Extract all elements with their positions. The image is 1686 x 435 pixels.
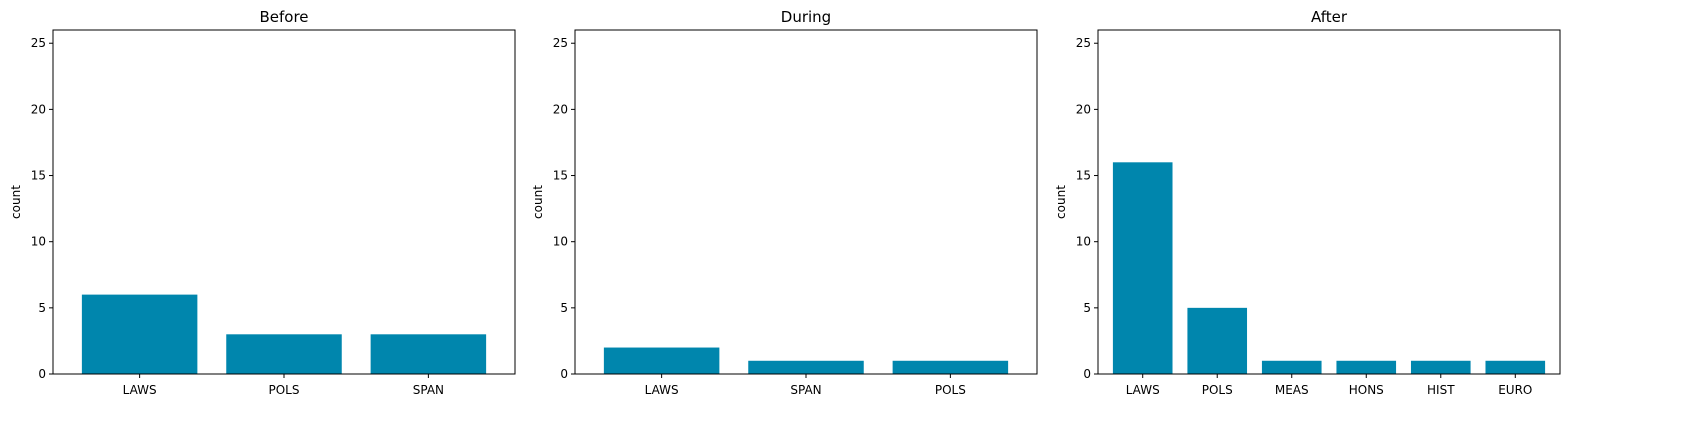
y-axis-label: count: [1054, 185, 1068, 219]
x-tick-label: LAWS: [123, 383, 157, 397]
y-tick-label: 25: [553, 36, 568, 50]
x-tick-label: POLS: [935, 383, 966, 397]
x-tick-label: HIST: [1427, 383, 1455, 397]
y-axis-label: count: [9, 185, 23, 219]
y-tick-label: 10: [553, 235, 568, 249]
x-tick-label: POLS: [1202, 383, 1233, 397]
bar-hons: [1336, 360, 1397, 374]
y-tick-label: 5: [560, 301, 568, 315]
x-tick-label: HONS: [1349, 383, 1384, 397]
y-tick-label: 5: [38, 301, 46, 315]
bar-hist: [1410, 360, 1471, 374]
plot-frame: [1097, 29, 1561, 375]
y-tick-label: 20: [31, 102, 46, 116]
chart-panel-before: Before 0 5 10 15 20 25 LAWS POLS SPAN count: [9, 8, 516, 397]
y-tick-label: 15: [1076, 169, 1091, 183]
chart-title: During: [781, 8, 831, 26]
y-tick-label: 15: [31, 169, 46, 183]
bar-span: [370, 334, 487, 374]
chart-panel-during: During 0 5 10 15 20 25 LAWS SPAN POLS count: [531, 8, 1038, 397]
x-tick-label: SPAN: [790, 383, 821, 397]
x-tick-label: POLS: [269, 383, 300, 397]
y-tick-label: 25: [1076, 36, 1091, 50]
y-tick-label: 20: [553, 102, 568, 116]
bar-pols: [892, 360, 1009, 374]
bar-meas: [1261, 360, 1322, 374]
x-tick-label: EURO: [1498, 383, 1532, 397]
y-tick-label: 0: [38, 367, 46, 381]
y-tick-label: 0: [560, 367, 568, 381]
bar-pols: [226, 334, 342, 374]
bar-pols: [1187, 307, 1248, 374]
bar-span: [748, 360, 864, 374]
y-tick-label: 25: [31, 36, 46, 50]
y-tick-label: 10: [31, 235, 46, 249]
plot-frame: [574, 29, 1038, 375]
x-tick-label: LAWS: [645, 383, 679, 397]
x-tick-label: SPAN: [413, 383, 444, 397]
y-axis-label: count: [531, 185, 545, 219]
y-tick-label: 20: [1076, 102, 1091, 116]
x-tick-label: LAWS: [1126, 383, 1160, 397]
chart-title: Before: [259, 8, 308, 26]
y-tick-label: 15: [553, 169, 568, 183]
bar-laws: [603, 347, 720, 374]
y-tick-label: 10: [1076, 235, 1091, 249]
chart-panel-after: After 0 5 10 15 20 25 LAWS POLS MEAS HONS HIST EURO c…: [1054, 8, 1561, 397]
y-tick-label: 5: [1083, 301, 1091, 315]
chart-title: After: [1311, 8, 1348, 26]
x-tick-label: MEAS: [1275, 383, 1309, 397]
bar-euro: [1485, 360, 1546, 374]
y-tick-label: 0: [1083, 367, 1091, 381]
bar-laws: [1112, 162, 1173, 374]
bar-laws: [81, 294, 198, 374]
